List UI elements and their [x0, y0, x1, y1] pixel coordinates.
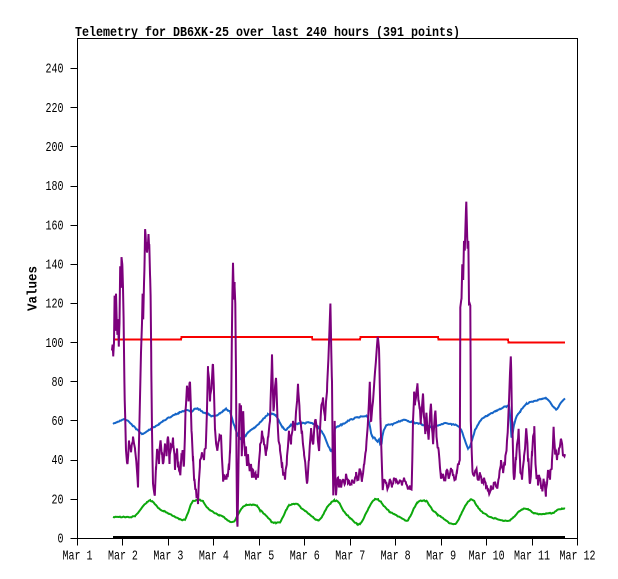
svg-text:0: 0 [58, 532, 64, 548]
svg-text:Mar 11: Mar 11 [514, 549, 550, 565]
svg-text:Mar 10: Mar 10 [469, 549, 505, 565]
svg-text:Mar 1: Mar 1 [63, 549, 93, 565]
svg-text:60: 60 [52, 414, 64, 430]
svg-text:Mar 7: Mar 7 [335, 549, 365, 565]
svg-text:Mar 4: Mar 4 [199, 549, 229, 565]
svg-text:80: 80 [52, 375, 64, 391]
svg-text:Values: Values [26, 266, 42, 311]
svg-text:Mar 5: Mar 5 [244, 549, 274, 565]
svg-text:Mar 3: Mar 3 [153, 549, 183, 565]
svg-text:Mar 9: Mar 9 [426, 549, 456, 565]
svg-text:140: 140 [46, 257, 64, 273]
svg-text:Mar 2: Mar 2 [108, 549, 138, 565]
svg-text:160: 160 [46, 218, 64, 234]
svg-text:Mar 6: Mar 6 [290, 549, 320, 565]
svg-text:200: 200 [46, 140, 64, 156]
svg-text:180: 180 [46, 179, 64, 195]
svg-text:120: 120 [46, 297, 64, 313]
svg-text:Mar 12: Mar 12 [560, 549, 596, 565]
svg-text:20: 20 [52, 492, 64, 508]
svg-text:220: 220 [46, 101, 64, 117]
svg-text:240: 240 [46, 62, 64, 78]
svg-text:40: 40 [52, 453, 64, 469]
svg-text:Telemetry for DB6XK-25 over la: Telemetry for DB6XK-25 over last 240 hou… [75, 25, 460, 41]
svg-text:100: 100 [46, 336, 64, 352]
svg-text:Mar 8: Mar 8 [381, 549, 411, 565]
